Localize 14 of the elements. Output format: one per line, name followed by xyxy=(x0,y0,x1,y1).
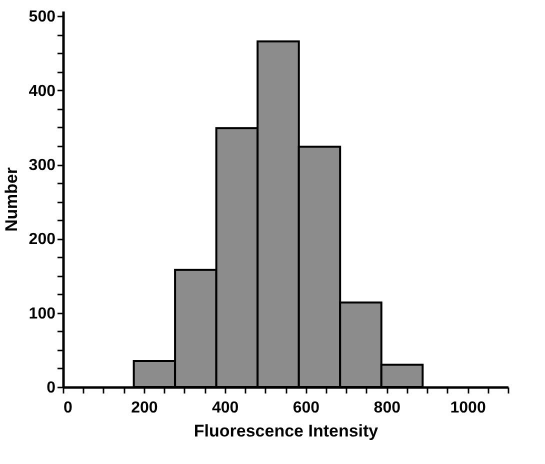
x-tick-label: 0 xyxy=(64,400,72,416)
x-tick-label: 1000 xyxy=(450,400,486,416)
x-tick-label: 200 xyxy=(131,400,158,416)
y-tick-label: 300 xyxy=(28,157,56,174)
x-tick-label: 400 xyxy=(212,400,239,416)
y-axis-title: Number xyxy=(2,167,21,232)
y-tick-label: 400 xyxy=(28,82,56,100)
x-tick-label: 600 xyxy=(292,400,320,416)
y-tick-label: 200 xyxy=(28,231,56,248)
x-axis-title: Fluorescence Intensity xyxy=(194,422,379,440)
y-tick-label: 100 xyxy=(28,305,56,322)
y-tick-label: 0 xyxy=(46,380,56,396)
x-tick-label: 800 xyxy=(374,400,401,416)
y-tick-label: 500 xyxy=(28,8,56,26)
